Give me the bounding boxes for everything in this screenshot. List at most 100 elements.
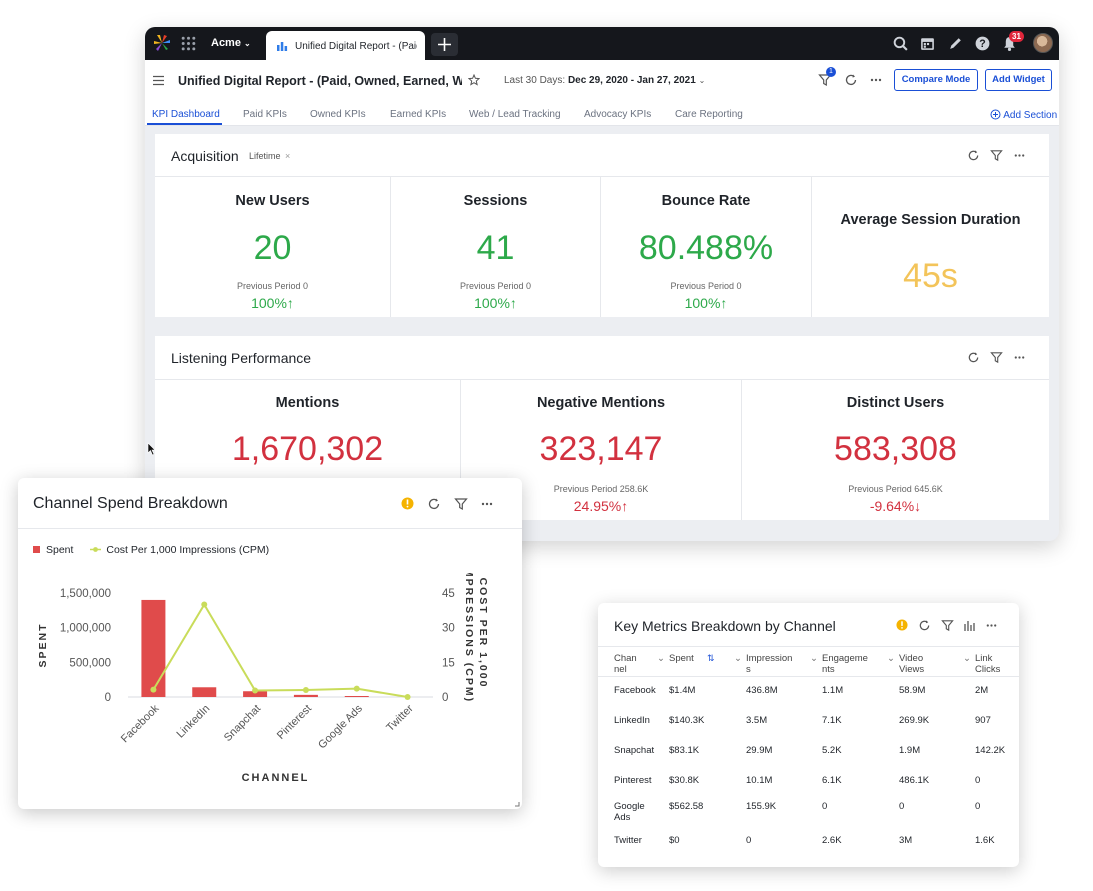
chart-type-icon[interactable] (963, 619, 976, 632)
kpi-name: Bounce Rate (661, 193, 751, 209)
cell-text: $140.3K (669, 715, 705, 726)
chevron-down-icon[interactable]: ⌄ (657, 653, 665, 664)
more-options-icon[interactable] (985, 619, 998, 632)
kpi-name: Average Session Duration (840, 212, 1021, 228)
kpi-previous: Previous Period 0 (670, 281, 742, 291)
more-options-icon[interactable] (480, 497, 494, 511)
column-header-label: Link Clicks (975, 653, 1001, 675)
calendar-icon[interactable] (919, 35, 936, 52)
bar-pinterest (293, 694, 318, 697)
more-options-icon[interactable] (1013, 149, 1026, 162)
refresh-icon[interactable] (967, 351, 980, 364)
kpi-mentions[interactable]: Mentions 1,670,302 (155, 380, 461, 520)
cell-text: $30.8K (669, 775, 700, 786)
table-cell: 10.1M (746, 775, 772, 786)
table-cell: 1.9M (899, 745, 920, 756)
more-options-icon[interactable] (869, 73, 883, 87)
filter-icon[interactable] (454, 497, 468, 511)
table-cell: 2M (975, 685, 988, 696)
column-header[interactable]: Link Clicks (975, 653, 1019, 675)
column-header-label: Chan (614, 653, 637, 664)
menu-icon[interactable] (152, 74, 165, 87)
kpi-average-session-duration[interactable]: Average Session Duration 45s (812, 177, 1049, 317)
x-axis-title: CHANNEL (242, 772, 310, 784)
kpi-distinct-users[interactable]: Distinct Users 583,308 Previous Period 6… (742, 380, 1049, 520)
sprinklr-logo-icon[interactable] (153, 34, 171, 52)
kpi-name: Mentions (275, 395, 340, 411)
tab-owned-kpis[interactable]: Owned KPIs (310, 109, 366, 120)
chevron-down-icon[interactable]: ⌄ (963, 653, 971, 664)
column-header[interactable]: Impression s (746, 653, 792, 675)
period-chip[interactable]: Lifetime × (249, 151, 290, 161)
bar-google-ads (344, 696, 369, 697)
kpi-bounce-rate[interactable]: Bounce Rate 80.488% Previous Period 0 10… (601, 177, 812, 317)
cpm-line (152, 602, 408, 698)
table-cell: $140.3K (669, 715, 704, 726)
table-cell: 7.1K (822, 715, 842, 726)
kpi-negative-mentions[interactable]: Negative Mentions 323,147 Previous Perio… (461, 380, 742, 520)
filter-icon[interactable] (990, 149, 1003, 162)
chevron-down-icon[interactable]: ⌄ (887, 653, 895, 664)
avatar[interactable] (1033, 33, 1053, 53)
cell-text: 0 (975, 801, 981, 812)
cell-text: 0 (746, 835, 752, 846)
apps-grid-icon[interactable] (180, 35, 197, 52)
x-tick-label: Facebook (119, 702, 162, 745)
cpm-point-google-ads (353, 685, 360, 692)
resize-handle-icon[interactable] (514, 801, 520, 807)
browser-tab-report[interactable]: Unified Digital Report - (Paid, Owned, E… (266, 31, 425, 60)
x-tick-label: Twitter (384, 702, 416, 734)
chevron-down-icon[interactable]: ⌄ (810, 653, 818, 664)
column-header[interactable]: Video Views (899, 653, 924, 675)
tab-paid-kpis[interactable]: Paid KPIs (243, 109, 287, 120)
tab-advocacy-kpis[interactable]: Advocacy KPIs (584, 109, 652, 120)
search-icon[interactable] (892, 35, 909, 52)
star-icon[interactable] (468, 74, 480, 86)
tab-earned-kpis[interactable]: Earned KPIs (390, 109, 447, 120)
legend-item-cpm[interactable]: Cost Per 1,000 Impressions (CPM) (90, 544, 269, 556)
more-options-icon[interactable] (1013, 351, 1026, 364)
x-tick-label: Google Ads (316, 702, 365, 751)
compare-mode-button[interactable]: Compare Mode (894, 69, 978, 91)
filter-icon[interactable] (990, 351, 1003, 364)
legend-item-spent[interactable]: Spent (33, 544, 73, 556)
column-header[interactable]: Engageme nts (822, 653, 868, 675)
kpi-new-users[interactable]: New Users 20 Previous Period 0 100%↑ (155, 177, 391, 317)
y-tick-label: 1,500,000 (60, 588, 111, 600)
filter-icon[interactable] (941, 619, 954, 632)
refresh-icon[interactable] (844, 73, 858, 87)
close-icon[interactable]: × (285, 151, 291, 161)
table-cell: 155.9K (746, 801, 776, 812)
table-cell: 3.5M (746, 715, 767, 726)
column-header[interactable]: Chan nel (614, 653, 637, 675)
date-range-selector[interactable]: Last 30 Days: Dec 29, 2020 - Jan 27, 202… (504, 75, 705, 86)
info-icon[interactable] (401, 497, 414, 510)
tab-kpi-dashboard[interactable]: KPI Dashboard (152, 109, 220, 120)
cell-text: Ads (614, 812, 631, 823)
channel-spend-widget: Channel Spend Breakdown Spent Cost Per 1… (18, 478, 522, 809)
divider (18, 528, 522, 529)
tab-web-lead-tracking[interactable]: Web / Lead Tracking (469, 109, 561, 120)
refresh-icon[interactable] (918, 619, 931, 632)
refresh-icon[interactable] (427, 497, 441, 511)
new-tab-button[interactable] (431, 33, 458, 56)
cell-text: 907 (975, 715, 991, 726)
column-header[interactable]: Spent (669, 653, 694, 664)
add-section-button[interactable]: Add Section (990, 109, 1057, 121)
kpi-value: 41 (476, 229, 515, 267)
workspace-switcher[interactable]: Acme ⌄ (211, 37, 251, 49)
kpi-sessions[interactable]: Sessions 41 Previous Period 0 100%↑ (391, 177, 601, 317)
pencil-icon[interactable] (947, 35, 964, 52)
sort-icon[interactable]: ⇅ (707, 653, 715, 663)
info-icon[interactable] (896, 619, 908, 631)
cpm-point-snapchat (252, 687, 259, 694)
cpm-point-twitter (404, 694, 411, 700)
tab-care-reporting[interactable]: Care Reporting (675, 109, 743, 120)
table-cell: 907 (975, 715, 991, 726)
help-icon[interactable]: ? (974, 35, 991, 52)
refresh-icon[interactable] (967, 149, 980, 162)
chevron-down-icon[interactable]: ⌄ (734, 653, 742, 664)
table-row-channel: Facebook (614, 685, 656, 696)
cell-text: LinkedIn (614, 715, 650, 726)
add-widget-button[interactable]: Add Widget (985, 69, 1052, 91)
